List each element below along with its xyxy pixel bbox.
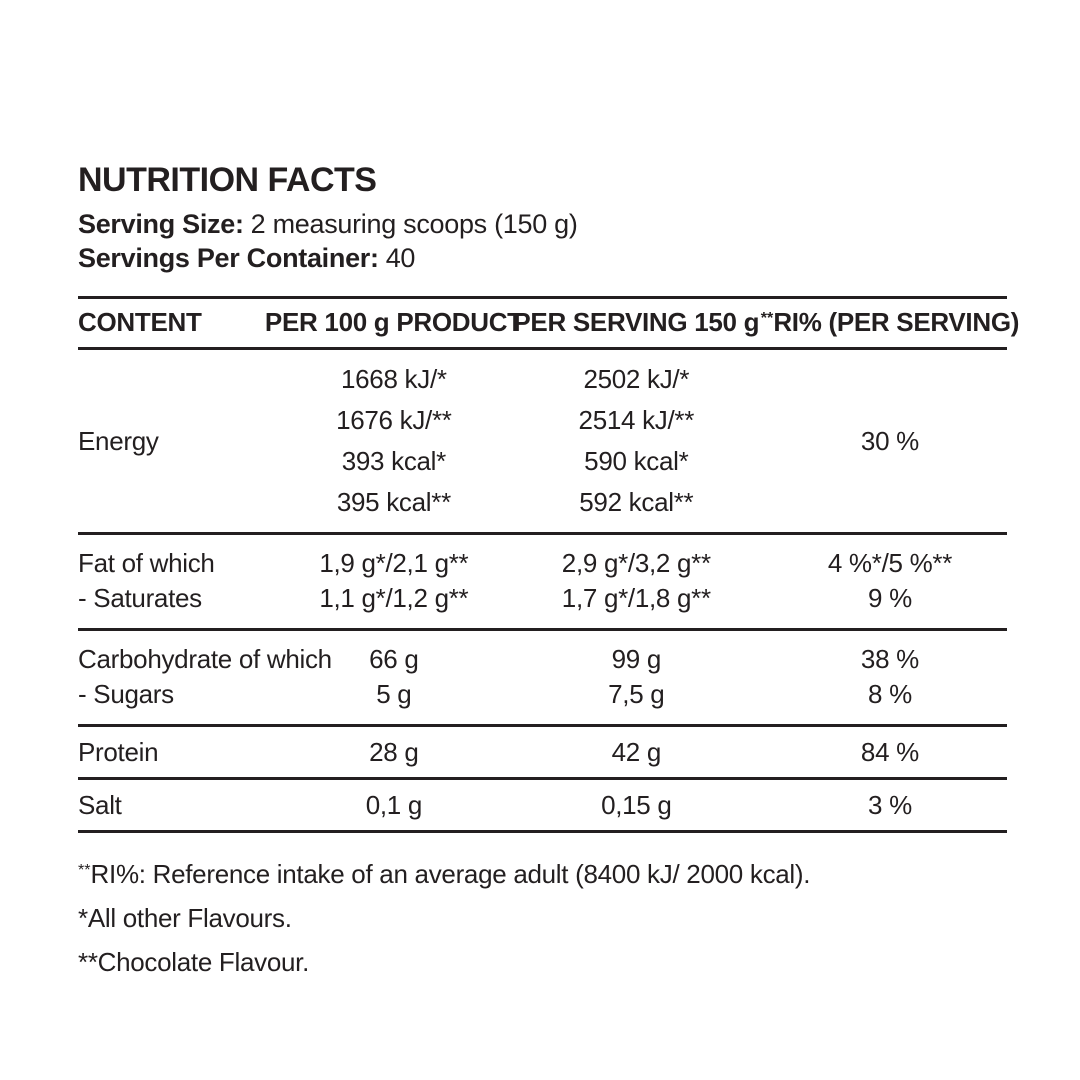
energy-ri-cell: 30 %	[772, 348, 1007, 535]
table-row-salt: Salt 0,1 g 0,15 g 3 %	[78, 778, 1007, 833]
protein-label-cell: Protein	[78, 725, 288, 780]
carbohydrate-label-cell: Carbohydrate of which - Sugars	[78, 629, 332, 727]
servings-per-container-line: Servings Per Container: 40	[78, 241, 1007, 275]
protein-per-serving-cell: 42 g	[499, 725, 773, 780]
footnote-chocolate-flavour: **Chocolate Flavour.	[78, 947, 310, 978]
serving-size-line: Serving Size: 2 measuring scoops (150 g)	[78, 207, 1007, 241]
table-row-fat: Fat of which - Saturates 1,9 g*/2,1 g** …	[78, 533, 1007, 631]
serving-size-label: Serving Size:	[78, 209, 244, 239]
fat-per-100g-cell: 1,9 g*/2,1 g** 1,1 g*/1,2 g**	[287, 533, 500, 631]
column-header-per-100g: PER 100 g PRODUCT	[265, 297, 523, 350]
footnote-ri-definition: **RI%: Reference intake of an average ad…	[78, 859, 811, 890]
protein-ri-cell: 84 %	[772, 725, 1007, 780]
column-header-content: CONTENT	[78, 297, 288, 350]
salt-ri-cell: 3 %	[772, 778, 1007, 833]
fat-ri-cell: 4 %*/5 %** 9 %	[772, 533, 1007, 631]
salt-per-100g-cell: 0,1 g	[287, 778, 500, 833]
footnotes: **RI%: Reference intake of an average ad…	[78, 850, 1007, 982]
servings-per-container-value: 40	[385, 243, 416, 273]
carbohydrate-ri-cell: 38 % 8 %	[772, 629, 1007, 727]
footnote-all-other-flavours: *All other Flavours.	[78, 903, 292, 934]
servings-per-container-label: Servings Per Container:	[78, 243, 379, 273]
column-header-ri: **RI% (PER SERVING)	[761, 297, 1019, 350]
salt-per-serving-cell: 0,15 g	[499, 778, 773, 833]
table-row-carbohydrate: Carbohydrate of which - Sugars 66 g 5 g …	[78, 629, 1007, 727]
fat-label-cell: Fat of which - Saturates	[78, 533, 288, 631]
label-content: NUTRITION FACTS Serving Size: 2 measuring…	[78, 160, 1019, 982]
serving-size-value: 2 measuring scoops (150 g)	[250, 209, 578, 239]
page-title: NUTRITION FACTS	[78, 161, 377, 199]
energy-per-100g-cell: 1668 kJ/* 1676 kJ/** 393 kcal* 395 kcal*…	[287, 348, 500, 535]
protein-per-100g-cell: 28 g	[287, 725, 500, 780]
table-header-row: CONTENT PER 100 g PRODUCT PER SERVING 15…	[78, 297, 1019, 350]
table-row-protein: Protein 28 g 42 g 84 %	[78, 725, 1007, 780]
nutrition-table: CONTENT PER 100 g PRODUCT PER SERVING 15…	[78, 296, 1019, 833]
footnote-ri-marker: **	[78, 861, 91, 879]
carbohydrate-per-100g-cell: 66 g 5 g	[287, 629, 500, 727]
carbohydrate-per-serving-cell: 99 g 7,5 g	[499, 629, 773, 727]
column-header-per-serving: PER SERVING 150 g	[499, 297, 773, 350]
ri-footnote-marker: **	[760, 308, 774, 327]
serving-info: Serving Size: 2 measuring scoops (150 g) …	[78, 207, 1007, 275]
energy-per-serving-cell: 2502 kJ/* 2514 kJ/** 590 kcal* 592 kcal*…	[499, 348, 773, 535]
table-row-energy: Energy 1668 kJ/* 1676 kJ/** 393 kcal* 39…	[78, 348, 1007, 535]
energy-label-cell: Energy	[78, 348, 288, 535]
fat-per-serving-cell: 2,9 g*/3,2 g** 1,7 g*/1,8 g**	[499, 533, 773, 631]
salt-label-cell: Salt	[78, 778, 288, 833]
